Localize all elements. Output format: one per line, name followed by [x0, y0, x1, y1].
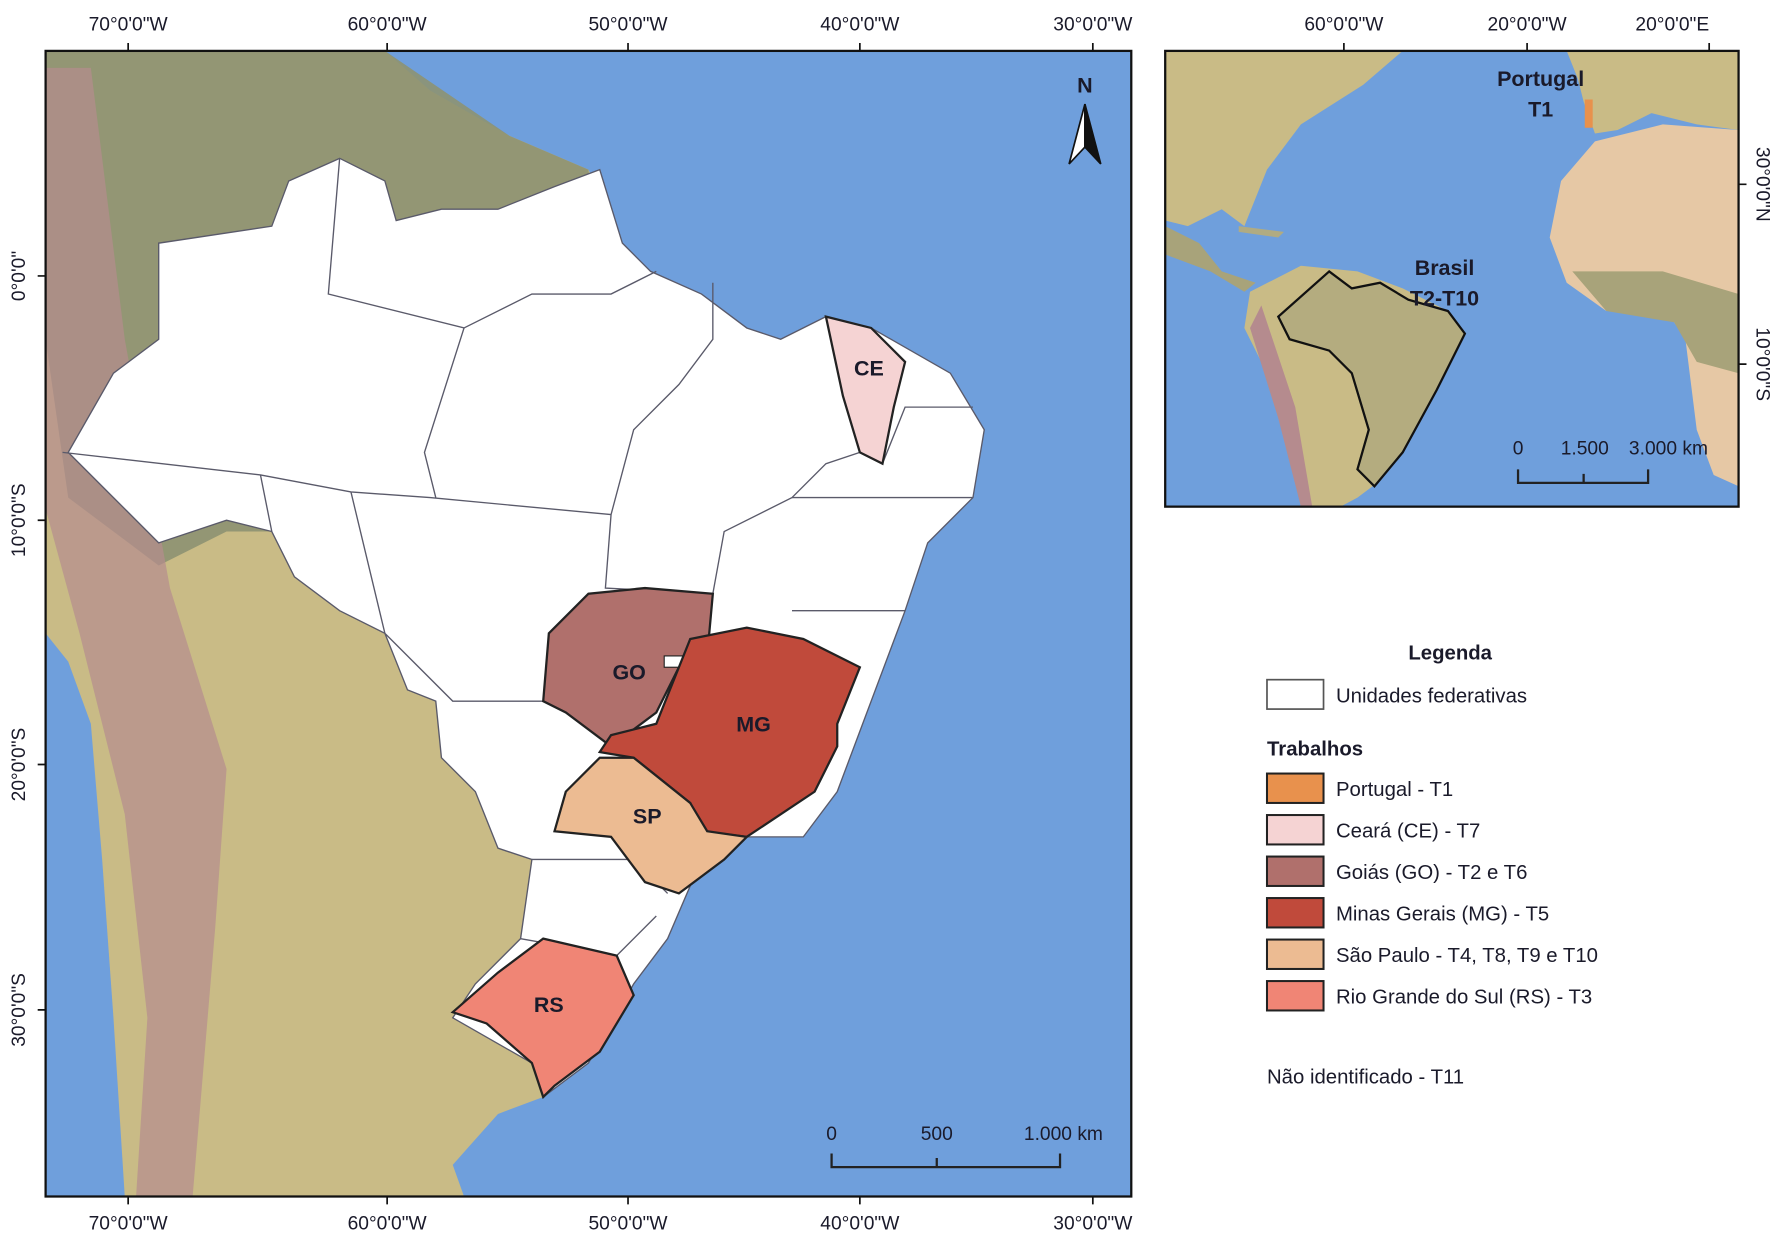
- svg-text:10°0'0"S: 10°0'0"S: [9, 483, 30, 557]
- svg-text:3.000 km: 3.000 km: [1629, 439, 1708, 460]
- legend-swatch: [1265, 772, 1325, 804]
- legend-note: Não identificado - T11: [1267, 1066, 1464, 1088]
- legend-swatch: [1265, 897, 1325, 929]
- inset-scale-bar: 0 1.500 3.000 km: [1513, 439, 1708, 485]
- legend-item-label: Minas Gerais (MG) - T5: [1336, 904, 1549, 926]
- main-map: CE GO MG SP RS N 0 500 1.000 km: [45, 50, 1132, 1197]
- svg-text:30°0'0"S: 30°0'0"S: [9, 973, 30, 1047]
- legend-label-unidades: Unidades federativas: [1336, 685, 1527, 707]
- svg-text:20°0'0"S: 20°0'0"S: [9, 728, 30, 802]
- bottom-longitude-labels: 70°0'0"W 60°0'0"W 50°0'0"W 40°0'0"W 30°0…: [89, 1213, 1134, 1234]
- main-map-frame: [44, 49, 1133, 1198]
- legend-item-label: Portugal - T1: [1336, 779, 1453, 801]
- svg-text:60°0'0"W: 60°0'0"W: [348, 15, 428, 36]
- svg-text:1.500: 1.500: [1561, 439, 1609, 460]
- svg-text:30°0'0"W: 30°0'0"W: [1053, 15, 1133, 36]
- svg-text:0: 0: [826, 1124, 837, 1145]
- svg-text:70°0'0"W: 70°0'0"W: [89, 1213, 169, 1234]
- svg-text:500: 500: [921, 1124, 953, 1145]
- svg-text:0°0'0": 0°0'0": [9, 251, 30, 301]
- north-arrow: N: [1068, 74, 1102, 165]
- inset-top-tick-2: 20°0'0"E: [1635, 15, 1709, 36]
- main-map-graticule: [37, 42, 1094, 1205]
- svg-text:40°0'0"W: 40°0'0"W: [820, 15, 900, 36]
- inset-brasil-label: Brasil: [1415, 256, 1475, 280]
- state-ce: [824, 315, 907, 466]
- central-africa: [1572, 271, 1739, 374]
- europe: [1566, 50, 1739, 134]
- inset-graticule: [1343, 42, 1747, 366]
- legend-item-label: Goiás (GO) - T2 e T6: [1336, 862, 1527, 884]
- legend-item-label: Ceará (CE) - T7: [1336, 821, 1480, 843]
- inset-portugal-label: Portugal: [1497, 67, 1584, 91]
- svg-text:50°0'0"W: 50°0'0"W: [588, 15, 668, 36]
- svg-text:0: 0: [1513, 439, 1524, 460]
- inset-portugal-code: T1: [1528, 97, 1553, 121]
- inset-top-tick-0: 60°0'0"W: [1304, 15, 1384, 36]
- label-sp: SP: [633, 804, 662, 828]
- inset-brasil-code: T2-T10: [1410, 286, 1479, 310]
- label-go: GO: [612, 661, 645, 685]
- legend-swatch-unidades: [1266, 678, 1325, 710]
- inset-map: Portugal T1 Brasil T2-T10 0 1.500 3.000 …: [1165, 50, 1739, 507]
- inset-right-tick-0: 30°0'0"N: [1752, 147, 1773, 222]
- svg-text:1.000 km: 1.000 km: [1024, 1124, 1103, 1145]
- svg-text:30°0'0"W: 30°0'0"W: [1053, 1213, 1133, 1234]
- svg-text:50°0'0"W: 50°0'0"W: [588, 1213, 668, 1234]
- scale-bar: 0 500 1.000 km: [826, 1124, 1103, 1169]
- inset-map-frame: [1164, 49, 1740, 508]
- legend: Legenda Unidades federativas Trabalhos P…: [1265, 642, 1598, 1088]
- legend-section-title: Trabalhos: [1267, 738, 1363, 760]
- andes-inset: [1250, 305, 1313, 507]
- legend-swatch: [1265, 855, 1325, 887]
- svg-text:40°0'0"W: 40°0'0"W: [820, 1213, 900, 1234]
- legend-title: Legenda: [1408, 642, 1492, 664]
- caribbean: [1238, 226, 1284, 238]
- label-mg: MG: [736, 713, 771, 737]
- state-sp: [553, 756, 750, 895]
- top-longitude-labels: 70°0'0"W 60°0'0"W 50°0'0"W 40°0'0"W 30°0…: [89, 15, 1134, 36]
- brazil-states: [67, 157, 985, 1099]
- label-rs: RS: [534, 993, 564, 1017]
- legend-swatch: [1265, 814, 1325, 846]
- pacific-ocean: [45, 633, 125, 1197]
- left-latitude-labels: 0°0'0" 10°0'0"S 20°0'0"S 30°0'0"S: [9, 251, 30, 1047]
- legend-item-label: São Paulo - T4, T8, T9 e T10: [1336, 945, 1598, 967]
- portugal: [1584, 99, 1593, 128]
- legend-swatch: [1265, 980, 1325, 1012]
- legend-item-label: Rio Grande do Sul (RS) - T3: [1336, 987, 1592, 1009]
- svg-text:N: N: [1077, 74, 1093, 98]
- state-rs: [450, 937, 635, 1100]
- inset-right-tick-1: 10°0'0"S: [1752, 327, 1773, 401]
- north-america: [1165, 50, 1403, 227]
- inset-top-tick-1: 20°0'0"W: [1488, 15, 1568, 36]
- label-ce: CE: [854, 356, 884, 380]
- svg-text:70°0'0"W: 70°0'0"W: [89, 15, 169, 36]
- legend-swatch: [1265, 938, 1325, 970]
- central-america: [1165, 226, 1256, 292]
- brasil-outline: [1276, 269, 1467, 488]
- andes: [45, 67, 227, 1197]
- svg-text:60°0'0"W: 60°0'0"W: [348, 1213, 428, 1234]
- state-borders: [62, 158, 973, 957]
